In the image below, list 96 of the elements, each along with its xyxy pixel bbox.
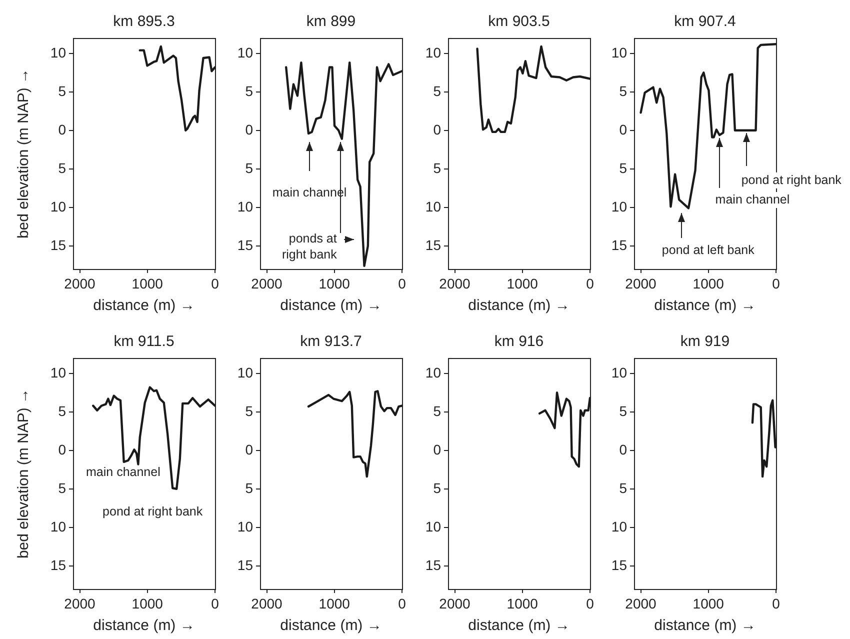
x-axis-title: distance (m) →: [93, 617, 195, 634]
y-tick-label: 15: [611, 556, 628, 573]
y-tick-label: 5: [58, 82, 66, 99]
y-tick-label: 0: [433, 441, 442, 458]
annotation: main channel: [86, 464, 160, 479]
y-tick-label: 10: [237, 518, 254, 534]
x-tick-label: 1000: [318, 595, 350, 612]
y-tick-label: 0: [245, 121, 254, 138]
y-axis-title: bed elevation (m NAP) →: [15, 388, 32, 559]
y-tick-label: 15: [425, 236, 442, 253]
y-tick-label: 15: [425, 556, 442, 573]
y-tick-label: 5: [433, 82, 442, 99]
y-tick-label: 5: [245, 402, 254, 419]
y-tick-label: 10: [611, 44, 628, 60]
chart-title: km 899: [306, 13, 356, 30]
y-tick-label: 10: [611, 198, 628, 214]
y-tick-label: 5: [58, 160, 66, 176]
x-tick-label: 0: [211, 275, 220, 292]
y-tick-label: 5: [619, 82, 628, 99]
y-tick-label: 0: [58, 121, 66, 138]
annotation: main channel: [715, 192, 790, 206]
x-tick-label: 2000: [64, 595, 96, 612]
x-tick-label: 2000: [439, 595, 471, 612]
y-tick-label: 5: [433, 480, 442, 496]
x-tick-label: 2000: [251, 275, 283, 292]
y-tick-label: 5: [245, 160, 254, 176]
x-axis-title: distance (m) →: [654, 297, 756, 314]
y-tick-label: 0: [433, 121, 442, 138]
x-tick-label: 2000: [64, 275, 96, 292]
x-tick-label: 1000: [692, 595, 724, 612]
x-axis-title: distance (m) →: [93, 297, 195, 314]
y-tick-label: 10: [50, 364, 66, 380]
annotation: pond at right bank: [102, 504, 204, 518]
x-tick-label: 2000: [625, 595, 657, 612]
y-tick-label: 0: [619, 441, 628, 458]
y-tick-label: 0: [58, 441, 66, 458]
chart-title: km 916: [494, 333, 544, 350]
x-tick-label: 0: [772, 595, 780, 612]
x-tick-label: 0: [398, 595, 406, 612]
y-tick-label: 15: [50, 556, 66, 573]
x-tick-label: 0: [398, 275, 406, 292]
y-tick-label: 5: [433, 160, 442, 176]
x-tick-label: 0: [211, 595, 220, 612]
x-axis-title: distance (m) →: [654, 617, 756, 634]
y-tick-label: 10: [425, 198, 442, 214]
chart-title: km 907.4: [674, 13, 736, 30]
y-tick-label: 10: [237, 198, 254, 214]
y-axis-title: bed elevation (m NAP) →: [15, 68, 32, 239]
y-tick-label: 10: [50, 198, 66, 214]
x-tick-label: 1000: [318, 275, 350, 292]
x-axis-title: distance (m) →: [468, 297, 570, 314]
y-tick-label: 10: [611, 518, 628, 534]
y-tick-label: 10: [50, 44, 66, 60]
chart-title: km 895.3: [113, 13, 175, 30]
x-tick-label: 2000: [625, 275, 657, 292]
y-tick-label: 15: [237, 236, 254, 253]
x-tick-label: 0: [772, 275, 780, 292]
y-tick-label: 10: [237, 364, 254, 380]
y-tick-label: 0: [619, 121, 628, 138]
x-axis-title: distance (m) →: [468, 617, 570, 634]
x-tick-label: 0: [586, 595, 594, 612]
y-tick-label: 5: [619, 480, 628, 496]
chart-title: km 903.5: [488, 13, 550, 30]
y-tick-label: 10: [425, 518, 442, 534]
chart-title: km 919: [680, 333, 730, 350]
y-tick-label: 15: [50, 236, 66, 253]
x-tick-label: 1000: [506, 595, 538, 612]
x-tick-label: 2000: [251, 595, 283, 612]
x-tick-label: 1000: [506, 275, 538, 292]
annotation: ponds at right bank: [282, 231, 338, 262]
y-tick-label: 5: [245, 82, 254, 99]
annotation: pond at left bank: [662, 243, 756, 258]
x-tick-label: 0: [586, 275, 594, 292]
chart-title: km 911.5: [114, 333, 174, 350]
y-tick-label: 10: [50, 518, 66, 534]
y-tick-label: 15: [237, 556, 254, 573]
y-tick-label: 15: [611, 236, 628, 253]
y-tick-label: 0: [245, 441, 254, 458]
x-tick-label: 1000: [132, 595, 164, 612]
annotation: pond at right bank: [741, 172, 842, 187]
x-axis-title: distance (m) →: [280, 297, 382, 314]
y-tick-label: 5: [58, 402, 66, 419]
y-tick-label: 10: [425, 364, 442, 380]
y-tick-label: 5: [245, 480, 254, 496]
x-tick-label: 2000: [439, 275, 471, 292]
y-tick-label: 10: [425, 44, 442, 60]
y-tick-label: 10: [611, 364, 628, 380]
y-tick-label: 5: [433, 402, 442, 419]
y-tick-label: 5: [619, 160, 628, 176]
y-tick-label: 5: [619, 402, 628, 419]
x-tick-label: 1000: [692, 275, 724, 292]
x-tick-label: 1000: [132, 275, 164, 292]
y-tick-label: 5: [58, 480, 66, 496]
y-tick-label: 10: [237, 44, 254, 60]
chart-title: km 913.7: [300, 333, 362, 350]
x-axis-title: distance (m) →: [280, 617, 382, 634]
